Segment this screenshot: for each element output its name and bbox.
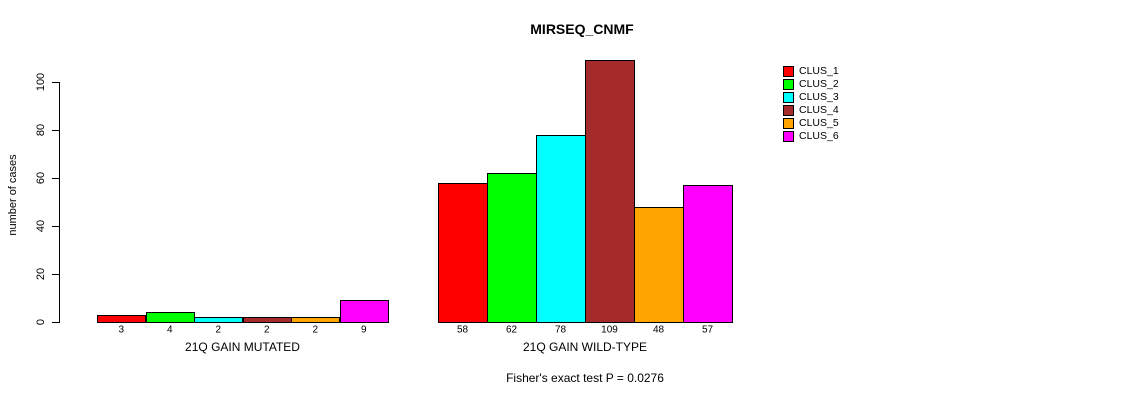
legend-label: CLUS_2 xyxy=(799,77,839,90)
legend-item: CLUS_4 xyxy=(783,103,839,117)
bar xyxy=(145,312,195,323)
bar xyxy=(585,60,635,323)
bar-value-label: 4 xyxy=(166,324,173,336)
chart-title: MIRSEQ_CNMF xyxy=(530,21,634,37)
bar xyxy=(291,317,340,323)
legend-item: CLUS_1 xyxy=(783,66,839,78)
bar xyxy=(438,182,488,323)
legend-label: CLUS_1 xyxy=(799,65,839,77)
y-tick-mark xyxy=(52,130,59,131)
bar-value-label: 2 xyxy=(215,324,222,336)
y-axis-label: number of cases xyxy=(7,154,19,236)
bar xyxy=(683,185,733,323)
y-axis-line xyxy=(59,82,60,323)
bar-value-label: 3 xyxy=(118,324,125,336)
group-label: 21Q GAIN MUTATED xyxy=(185,340,300,354)
legend-item: CLUS_5 xyxy=(783,116,839,130)
bar-value-label: 48 xyxy=(652,324,665,336)
y-tick-mark xyxy=(52,274,59,275)
legend-label: CLUS_4 xyxy=(799,103,839,116)
bar xyxy=(242,317,292,323)
bar-value-label: 2 xyxy=(312,324,319,336)
legend-swatch xyxy=(783,117,794,129)
bar xyxy=(487,173,537,323)
y-tick-mark xyxy=(52,82,59,83)
legend-swatch xyxy=(783,130,794,142)
bar-value-label: 9 xyxy=(360,324,367,336)
bar xyxy=(339,300,389,323)
y-tick-label: 20 xyxy=(35,267,47,281)
bar-value-label: 58 xyxy=(456,324,469,336)
y-tick-label: 80 xyxy=(35,123,47,137)
y-tick-label: 100 xyxy=(35,72,47,92)
bar-value-label: 62 xyxy=(505,324,518,336)
group-label: 21Q GAIN WILD-TYPE xyxy=(522,340,648,354)
legend-item: CLUS_3 xyxy=(783,90,839,104)
legend-swatch xyxy=(783,66,794,77)
bar-value-label: 2 xyxy=(263,324,270,336)
legend-item: CLUS_2 xyxy=(783,77,839,91)
bar xyxy=(634,206,684,323)
y-tick-mark xyxy=(52,226,59,227)
y-tick-mark xyxy=(52,322,59,323)
bar xyxy=(194,317,243,323)
legend-label: CLUS_6 xyxy=(799,129,839,142)
bar xyxy=(536,134,586,323)
y-tick-mark xyxy=(52,178,59,179)
bar-value-label: 109 xyxy=(601,324,618,336)
fisher-test-note: Fisher's exact test P = 0.0276 xyxy=(506,371,664,385)
legend-swatch xyxy=(783,78,794,90)
y-tick-label: 0 xyxy=(35,318,47,326)
bar xyxy=(97,314,146,323)
bar-value-label: 78 xyxy=(554,324,567,336)
bar-value-label: 57 xyxy=(701,324,714,336)
legend-label: CLUS_5 xyxy=(799,116,839,129)
legend-swatch xyxy=(783,91,794,103)
legend-label: CLUS_3 xyxy=(799,90,839,103)
y-tick-label: 60 xyxy=(35,171,47,185)
legend-item: CLUS_6 xyxy=(783,129,839,143)
y-tick-label: 40 xyxy=(35,219,47,233)
legend-swatch xyxy=(783,104,794,116)
